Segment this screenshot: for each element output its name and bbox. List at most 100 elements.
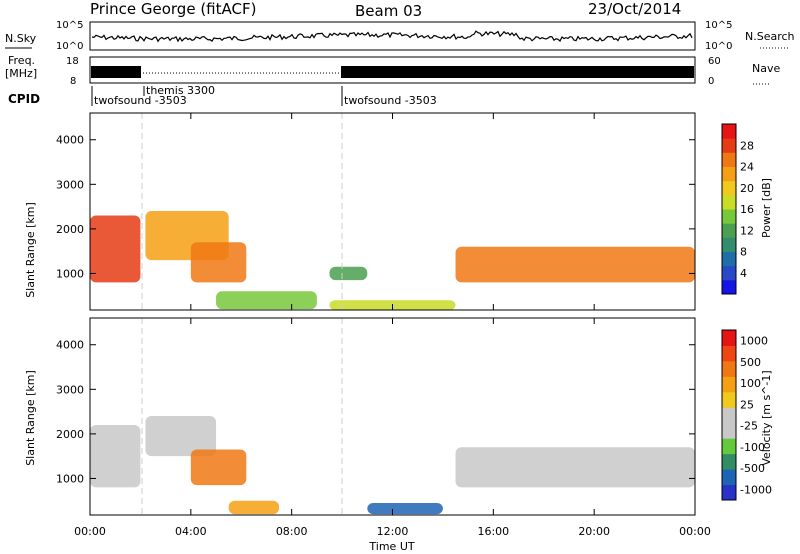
nave-bottom-tick: 0 <box>708 76 714 87</box>
nsearch-bottom-tick: 10^0 <box>705 41 732 52</box>
velocity-colorbar-tick: 100 <box>740 377 761 390</box>
power-colorbar-tick: 4 <box>740 267 747 280</box>
velocity-colorbar-swatch <box>722 330 736 346</box>
beam-title: Beam 03 <box>355 2 422 20</box>
velocity-region-5 <box>367 502 443 515</box>
velocity-colorbar-tick: -25 <box>740 420 758 433</box>
power-colorbar: 4 8 12 16 20 24 28 Power [dB] <box>721 123 773 295</box>
velocity-xtick-label: 00:00 <box>679 525 711 538</box>
velocity-ytick-label: 3000 <box>56 383 84 396</box>
power-colorbar-swatch <box>722 209 736 224</box>
velocity-region-4 <box>228 500 280 515</box>
power-colorbar-swatch <box>722 194 736 210</box>
power-colorbar-swatch <box>722 180 736 196</box>
velocity-colorbar-frame <box>721 329 737 501</box>
velocity-region-2 <box>145 416 217 457</box>
nave-top-tick: 60 <box>708 56 721 67</box>
freq-unit: [MHz] <box>5 67 37 80</box>
velocity-xtick-label: 20:00 <box>578 525 610 538</box>
power-colorbar-tick: 20 <box>740 182 754 195</box>
power-region-5 <box>329 266 368 281</box>
power-colorbar-swatch <box>722 279 736 295</box>
velocity-colorbar-label: Velocity [m s^-1] <box>760 370 773 465</box>
velocity-colorbar-swatch <box>722 376 736 393</box>
velocity-colorbar-tick: -100 <box>740 441 765 454</box>
velocity-xtick-label: 12:00 <box>377 525 409 538</box>
power-region-7 <box>455 246 695 283</box>
velocity-colorbar-tick: 500 <box>740 356 761 369</box>
freq-bar-a <box>91 66 141 78</box>
velocity-colorbar-swatch <box>722 345 736 362</box>
cpid-label: CPID <box>8 92 40 106</box>
velocity-region-3 <box>190 449 247 486</box>
cpid-segment-2: themis 3300 <box>146 84 215 97</box>
cpid-segment-1: twofsound -3503 <box>94 94 187 107</box>
nsky-panel: N.Sky 10^5 10^0 10^5 10^0 N.Search <box>5 20 795 52</box>
freq-panel: Freq. [MHz] 18 8 60 0 Nave <box>5 54 780 87</box>
velocity-colorbar-tick: -1000 <box>740 483 772 496</box>
power-colorbar-swatch <box>722 265 736 281</box>
cpid-segment-3: twofsound -3503 <box>344 94 437 107</box>
velocity-colorbar-swatch <box>722 469 736 486</box>
velocity-region-1 <box>90 424 141 488</box>
velocity-xtick-label: 08:00 <box>276 525 308 538</box>
power-ytick-label: 4000 <box>56 134 84 147</box>
nsky-top-tick: 10^5 <box>56 20 83 31</box>
velocity-ylabel: Slant Range [km] <box>24 370 37 466</box>
power-colorbar-swatch <box>722 166 736 182</box>
station-title: Prince George (fitACF) <box>90 0 256 18</box>
power-colorbar-tick: 8 <box>740 246 747 259</box>
power-colorbar-swatch <box>722 251 736 267</box>
freq-bottom-tick: 8 <box>70 76 76 87</box>
freq-top-tick: 18 <box>66 56 79 67</box>
nsearch-top-tick: 10^5 <box>705 20 732 31</box>
velocity-ytick-label: 1000 <box>56 472 84 485</box>
power-ytick-label: 1000 <box>56 267 84 280</box>
velocity-colorbar-swatch <box>722 453 736 470</box>
freq-label: Freq. <box>8 54 35 67</box>
nsky-bottom-tick: 10^0 <box>56 41 83 52</box>
nsearch-label: N.Search <box>745 30 795 43</box>
power-region-4 <box>216 291 317 310</box>
velocity-colorbar-tick: 1000 <box>740 335 768 348</box>
velocity-colorbar-swatch <box>722 407 736 424</box>
velocity-colorbar-tick: -500 <box>740 462 765 475</box>
power-colorbar-swatch <box>722 237 736 252</box>
power-colorbar-tick: 16 <box>740 203 754 216</box>
velocity-ytick-label: 4000 <box>56 339 84 352</box>
velocity-panel: 1000 2000 3000 4000 00:00 04:00 08:00 12:00 16:… <box>24 317 711 553</box>
velocity-xtick-label: 04:00 <box>175 525 207 538</box>
nsky-label: N.Sky <box>5 32 37 45</box>
velocity-colorbar: 1000 500 100 25 -25 -100 -500 -1000 Velocity [m… <box>721 329 773 501</box>
velocity-colorbar-swatch <box>722 438 736 455</box>
velocity-colorbar-swatch <box>722 391 736 408</box>
power-colorbar-tick: 24 <box>740 161 754 174</box>
power-region-1 <box>90 215 141 283</box>
power-ylabel: Slant Range [km] <box>24 202 37 298</box>
velocity-colorbar-swatch <box>722 422 736 439</box>
velocity-xtick-label: 16:00 <box>477 525 509 538</box>
power-panel: 1000 2000 3000 4000 Slant Range [km] <box>24 112 696 311</box>
velocity-xlabel: Time UT <box>368 540 414 553</box>
nsky-trace <box>91 30 693 43</box>
velocity-colorbar-tick: 25 <box>740 398 754 411</box>
velocity-xtick-label: 00:00 <box>74 525 106 538</box>
power-ytick-label: 3000 <box>56 178 84 191</box>
power-colorbar-swatch <box>722 152 736 167</box>
power-colorbar-swatch <box>722 124 736 139</box>
velocity-region-6 <box>455 447 695 488</box>
power-colorbar-swatch <box>722 223 736 238</box>
power-colorbar-tick: 12 <box>740 224 754 237</box>
date-title: 23/Oct/2014 <box>588 0 681 18</box>
velocity-colorbar-swatch <box>722 484 736 501</box>
velocity-colorbar-swatch <box>722 360 736 377</box>
nave-label: Nave <box>752 62 780 75</box>
freq-bar-b <box>341 66 694 78</box>
power-colorbar-tick: 28 <box>740 139 754 152</box>
cpid-panel: CPID twofsound -3503 themis 3300 twofsou… <box>8 84 437 107</box>
power-colorbar-swatch <box>722 138 736 153</box>
velocity-ytick-label: 2000 <box>56 428 84 441</box>
power-colorbar-label: Power [dB] <box>760 178 773 238</box>
power-ytick-label: 2000 <box>56 223 84 236</box>
